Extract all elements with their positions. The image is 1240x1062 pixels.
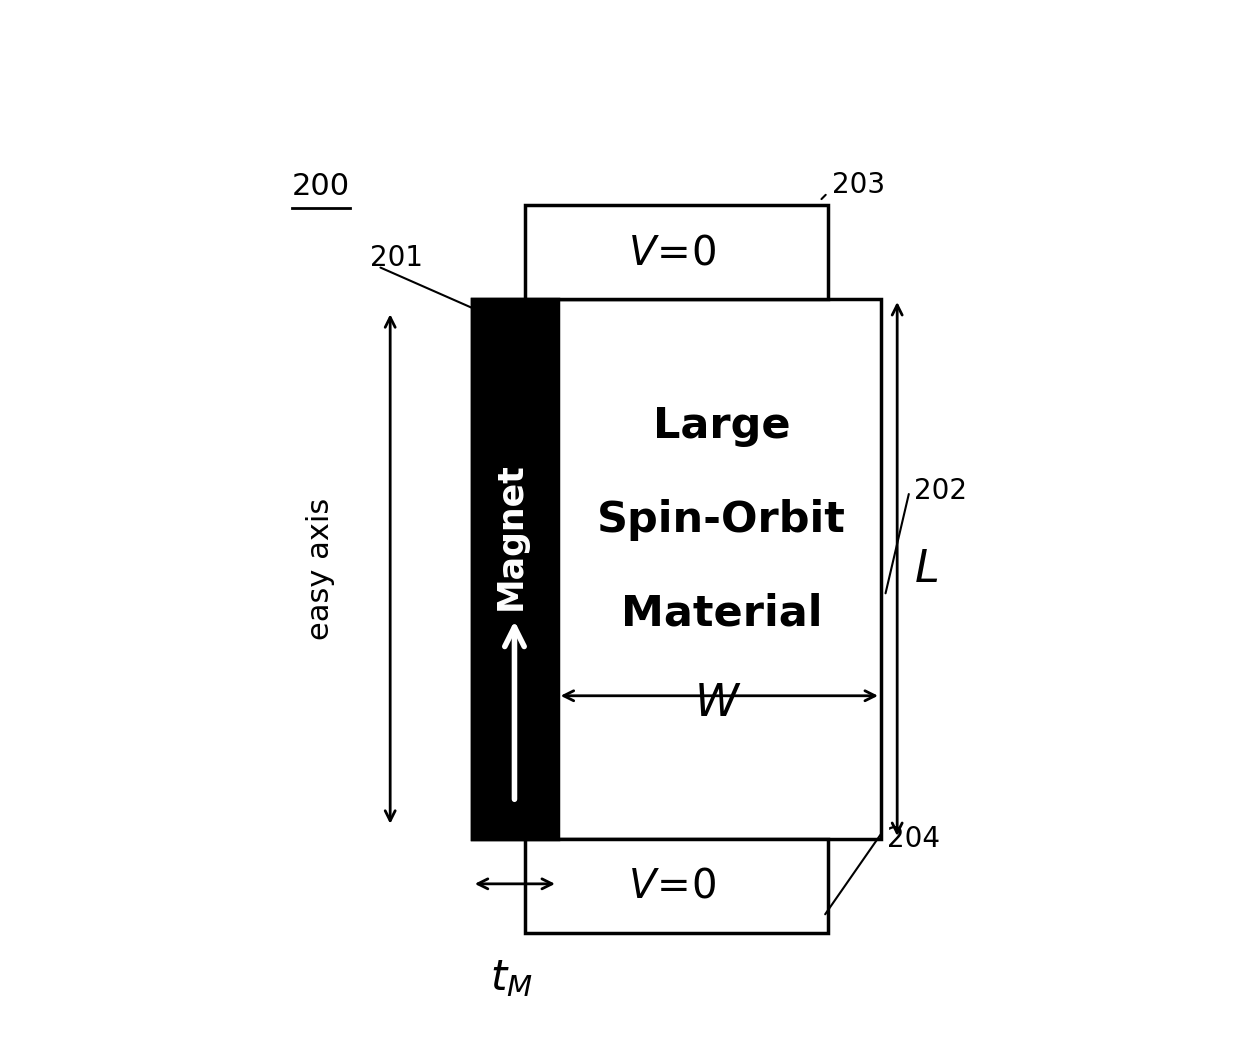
Bar (472, 299, 880, 839)
Text: $W$: $W$ (693, 683, 742, 725)
Bar (472, 299, 558, 839)
Text: 202: 202 (914, 477, 966, 506)
Text: 203: 203 (832, 171, 885, 199)
Text: Large: Large (652, 405, 790, 447)
Text: Material: Material (620, 593, 822, 635)
Text: Magnet: Magnet (495, 462, 528, 611)
Bar (525, 205, 827, 299)
Text: $L$: $L$ (914, 548, 937, 590)
Text: 201: 201 (370, 244, 423, 272)
Text: 200: 200 (293, 172, 350, 202)
Text: Spin-Orbit: Spin-Orbit (596, 499, 846, 541)
Text: $t_M$: $t_M$ (490, 957, 532, 999)
Text: easy axis: easy axis (306, 498, 335, 640)
Bar (525, 839, 827, 932)
Text: $V\!=\!0$: $V\!=\!0$ (627, 233, 717, 272)
Text: $V\!=\!0$: $V\!=\!0$ (627, 867, 717, 906)
Text: 204: 204 (888, 825, 940, 853)
